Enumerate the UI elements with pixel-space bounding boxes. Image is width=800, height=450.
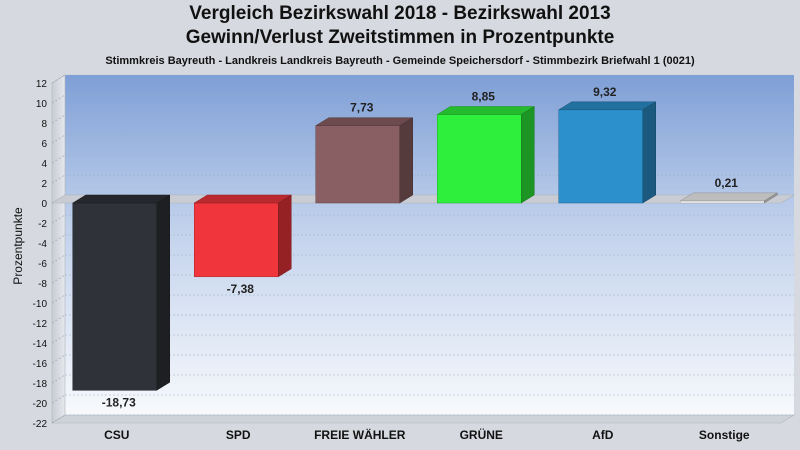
gridline-side <box>51 374 66 384</box>
y-axis-label: Prozentpunkte <box>11 207 25 285</box>
gridline-side <box>51 274 66 284</box>
bar-top <box>436 106 536 115</box>
x-tick-label: FREIE WÄHLER <box>314 427 406 442</box>
gridline-side <box>51 354 66 364</box>
x-tick-label: GRÜNE <box>460 427 503 442</box>
gridline-side <box>51 294 66 304</box>
gridline-side <box>51 114 66 124</box>
bar-front <box>437 114 522 204</box>
chart-subtitle: Gewinn/Verlust Zweitstimmen in Prozentpu… <box>185 27 615 48</box>
y-tick-label: 12 <box>36 79 48 90</box>
y-tick-label: 0 <box>41 199 47 210</box>
bar-top <box>193 194 293 204</box>
bar-top <box>679 192 779 202</box>
y-tick-label: -14 <box>33 339 48 350</box>
gridline-side <box>51 74 66 84</box>
bar-front <box>72 202 157 391</box>
bar-freie-w-hler <box>314 117 414 204</box>
bar-top <box>314 117 414 126</box>
y-tick-label: -4 <box>38 239 47 250</box>
value-label: 8,85 <box>472 90 496 104</box>
bar-front <box>194 202 279 278</box>
y-tick-label: 8 <box>41 119 47 130</box>
bar-side <box>521 106 535 204</box>
y-tick-label: -16 <box>33 359 48 370</box>
y-tick-label: 4 <box>41 159 47 170</box>
side-wall <box>51 74 66 424</box>
bar-side <box>156 194 170 391</box>
bar-sonstige <box>679 192 779 204</box>
chart-title: Vergleich Bezirkswahl 2018 - Bezirkswahl… <box>189 3 611 24</box>
x-tick-label: CSU <box>104 428 129 442</box>
bar-front <box>558 109 643 204</box>
x-tick-label: Sonstige <box>699 428 750 442</box>
y-tick-label: 2 <box>41 179 47 190</box>
bar-front <box>680 200 765 204</box>
gridline-side <box>51 334 66 344</box>
value-label: -18,73 <box>102 395 136 409</box>
value-label: 7,73 <box>350 101 374 115</box>
value-label: -7,38 <box>227 282 255 296</box>
plot-area <box>65 75 794 415</box>
y-tick-label: -2 <box>38 219 47 230</box>
bar-spd <box>193 194 293 278</box>
gridline-side <box>51 314 66 324</box>
bar-afd <box>557 101 657 204</box>
bar-gr-ne <box>436 106 536 204</box>
gridline-side <box>51 174 66 184</box>
y-tick-label: -12 <box>33 319 48 330</box>
y-tick-label: -10 <box>33 299 48 310</box>
gridline-side <box>51 134 66 144</box>
gridline-side <box>51 94 66 104</box>
x-tick-label: SPD <box>226 428 251 442</box>
bar-front <box>315 125 400 204</box>
gridline-side <box>51 414 66 424</box>
gridline-side <box>51 394 66 404</box>
chart-caption: Stimmkreis Bayreuth - Landkreis Landkrei… <box>105 55 695 67</box>
bar-csu <box>71 194 171 391</box>
value-label: 0,21 <box>715 176 739 190</box>
floor <box>50 414 796 424</box>
bar-side <box>399 117 413 204</box>
y-tick-label: -8 <box>38 279 47 290</box>
x-tick-label: AfD <box>592 428 614 442</box>
y-tick-label: -20 <box>33 399 48 410</box>
y-tick-label: 10 <box>36 99 48 110</box>
y-tick-label: -18 <box>33 379 48 390</box>
value-label: 9,32 <box>593 85 617 99</box>
gridline-side <box>51 234 66 244</box>
bar-side <box>278 194 292 278</box>
y-tick-label: -22 <box>33 419 48 430</box>
gridline-side <box>51 214 66 224</box>
gridline-side <box>51 154 66 164</box>
bar-side <box>764 192 778 204</box>
y-tick-label: 6 <box>41 139 47 150</box>
bar-side <box>642 101 656 204</box>
bar-top <box>557 101 657 111</box>
y-tick-label: -6 <box>38 259 47 270</box>
gridline-side <box>51 254 66 264</box>
bar-top <box>71 194 171 204</box>
